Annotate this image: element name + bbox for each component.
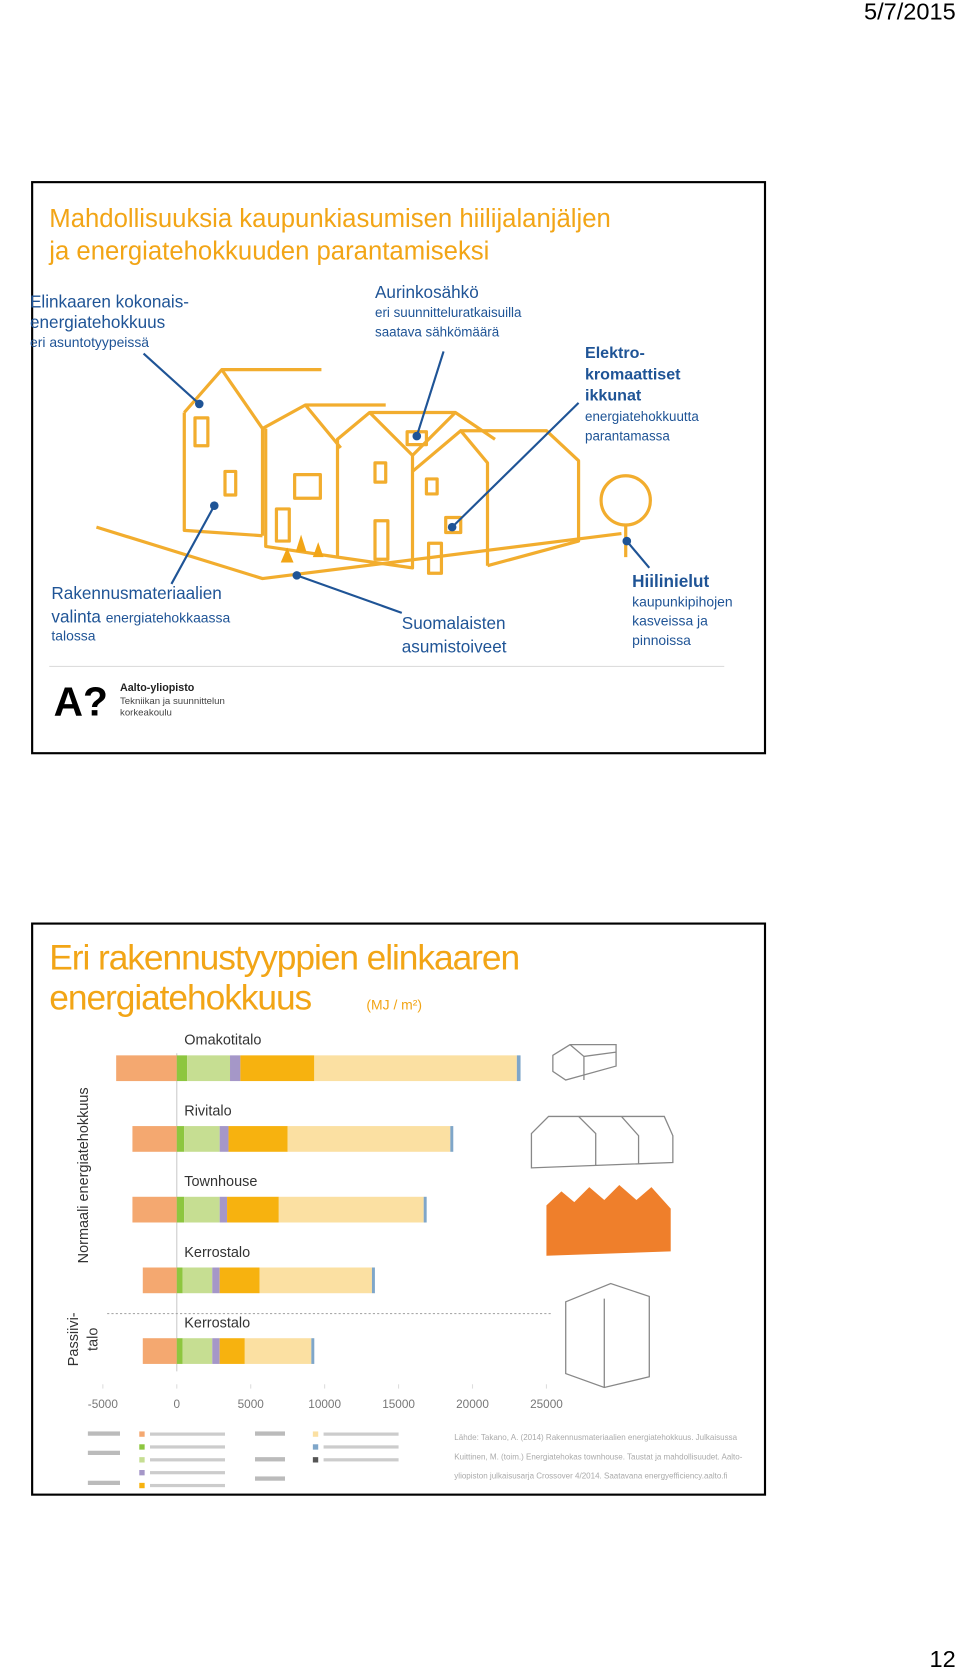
page-number: 12 <box>929 1646 955 1672</box>
bar-segment <box>244 1338 312 1364</box>
callout-heading: Hiilinielut <box>632 571 709 591</box>
callout-heading: Suomalaisten <box>402 613 506 633</box>
bar-segment <box>311 1338 315 1364</box>
group-label: Normaali energiatehokkuus <box>76 1087 92 1263</box>
x-tick-label: 0 <box>174 1398 181 1411</box>
bar-segment <box>132 1126 177 1152</box>
bar-segment <box>287 1126 451 1152</box>
x-tick-label: 20000 <box>456 1398 489 1411</box>
callout-heading: valinta <box>51 607 101 627</box>
bar-segment <box>219 1338 245 1364</box>
logo-name: Aalto-yliopisto <box>120 682 195 694</box>
bar-segment <box>230 1055 241 1082</box>
callout-heading: Elektro- <box>585 344 645 362</box>
callout-text: eri asuntotyypeissä <box>30 334 149 350</box>
bar-segment <box>240 1055 315 1082</box>
bar-segment <box>184 1196 220 1223</box>
bar-segment <box>182 1267 213 1294</box>
bar-segment <box>116 1055 177 1082</box>
slide-frame <box>31 181 767 755</box>
slide-title: Mahdollisuuksia kaupunkiasumisen hiilija… <box>49 205 611 233</box>
callout-heading: energiatehokkuus <box>30 312 165 332</box>
bar-segment <box>176 1126 185 1152</box>
source: Lähde: Takano, A. (2014) Rakennusmateria… <box>454 1433 737 1442</box>
callout-heading: asumistoiveet <box>402 637 507 657</box>
callout-text: parantamassa <box>585 428 670 443</box>
house-illustration <box>95 368 652 581</box>
bar-segment <box>219 1126 229 1152</box>
x-tick-label: 5000 <box>238 1398 265 1411</box>
unit: (MJ / m²) <box>366 996 422 1012</box>
category-label: Omakotitalo <box>184 1033 261 1049</box>
callout-text: saatava sähkömäärä <box>375 324 500 339</box>
callout-heading: Elinkaaren kokonais- <box>30 292 189 312</box>
bar-segment <box>212 1267 220 1294</box>
bar-segment <box>176 1196 185 1223</box>
legend <box>87 1431 399 1489</box>
callout-line: valinta energiatehokkaassa <box>51 607 230 627</box>
category-label: Kerrostalo <box>184 1245 250 1261</box>
logo-school: korkeakoulu <box>120 708 172 719</box>
bar-segment <box>182 1338 213 1364</box>
building-icons <box>530 1044 674 1389</box>
bar-segment <box>219 1196 228 1223</box>
callout-text: kaupunkipihojen <box>632 593 733 609</box>
slide-title: ja energiatehokkuuden parantamiseksi <box>48 237 489 265</box>
slide-title: Eri rakennustyyppien elinkaaren <box>49 939 519 978</box>
callout-heading: Rakennusmateriaalien <box>51 583 221 603</box>
category-label: Townhouse <box>184 1174 257 1190</box>
x-tick-label: 25000 <box>530 1398 563 1411</box>
bar-segment <box>227 1196 279 1223</box>
bar-segment <box>187 1055 231 1082</box>
bar-segment <box>371 1267 375 1294</box>
x-tick-label: 10000 <box>308 1398 341 1411</box>
callout-heading: kromaattiset <box>585 365 681 383</box>
callout-text: talossa <box>51 628 95 644</box>
bar-segment <box>184 1126 220 1152</box>
x-tick-label: -5000 <box>88 1398 119 1411</box>
pointers <box>142 351 651 614</box>
category-label: Kerrostalo <box>184 1316 250 1332</box>
bar-segment <box>423 1196 427 1223</box>
callout-text: energiatehokkaassa <box>106 610 231 626</box>
category-label: Rivitalo <box>184 1103 231 1119</box>
bar-segment <box>142 1267 177 1294</box>
source: yliopiston julkaisusarja Crossover 4/201… <box>454 1472 727 1481</box>
bar-segment <box>132 1196 177 1223</box>
bar-segment <box>176 1055 188 1082</box>
bar-segment <box>176 1338 183 1364</box>
callout-text: kasveissa ja <box>632 613 708 629</box>
bar-segment <box>219 1267 260 1294</box>
slide-title: energiatehokkuus <box>49 978 311 1017</box>
bar-segment <box>176 1267 183 1294</box>
logo-mark: A? <box>54 679 108 725</box>
bar-segment <box>212 1338 220 1364</box>
group-label: talo <box>85 1328 101 1351</box>
bar-segment <box>450 1126 454 1152</box>
bar-segment <box>278 1196 424 1223</box>
bar-segment <box>142 1338 177 1364</box>
group-label: Passiivi- <box>66 1312 82 1366</box>
bar-segment <box>228 1126 288 1152</box>
chart: -5000 0 5000 10000 15000 20000 25000 Omakotital… <box>66 1033 563 1411</box>
callout-text: eri suunnitteluratkaisuilla <box>375 305 522 320</box>
logo-school: Tekniikan ja suunnittelun <box>120 696 225 707</box>
bar-segment <box>314 1055 517 1082</box>
x-tick-label: 15000 <box>382 1398 415 1411</box>
bar-segment <box>516 1055 521 1082</box>
callout-heading: Aurinkosähkö <box>375 282 479 302</box>
date: 5/7/2015 <box>864 0 956 24</box>
callout-heading: ikkunat <box>585 387 642 405</box>
source: Kuittinen, M. (toim.) Energiatehokas tow… <box>454 1452 742 1461</box>
callout-text: pinnoissa <box>632 632 691 648</box>
bar-segment <box>259 1267 372 1294</box>
callout-text: energiatehokkuutta <box>585 409 699 424</box>
